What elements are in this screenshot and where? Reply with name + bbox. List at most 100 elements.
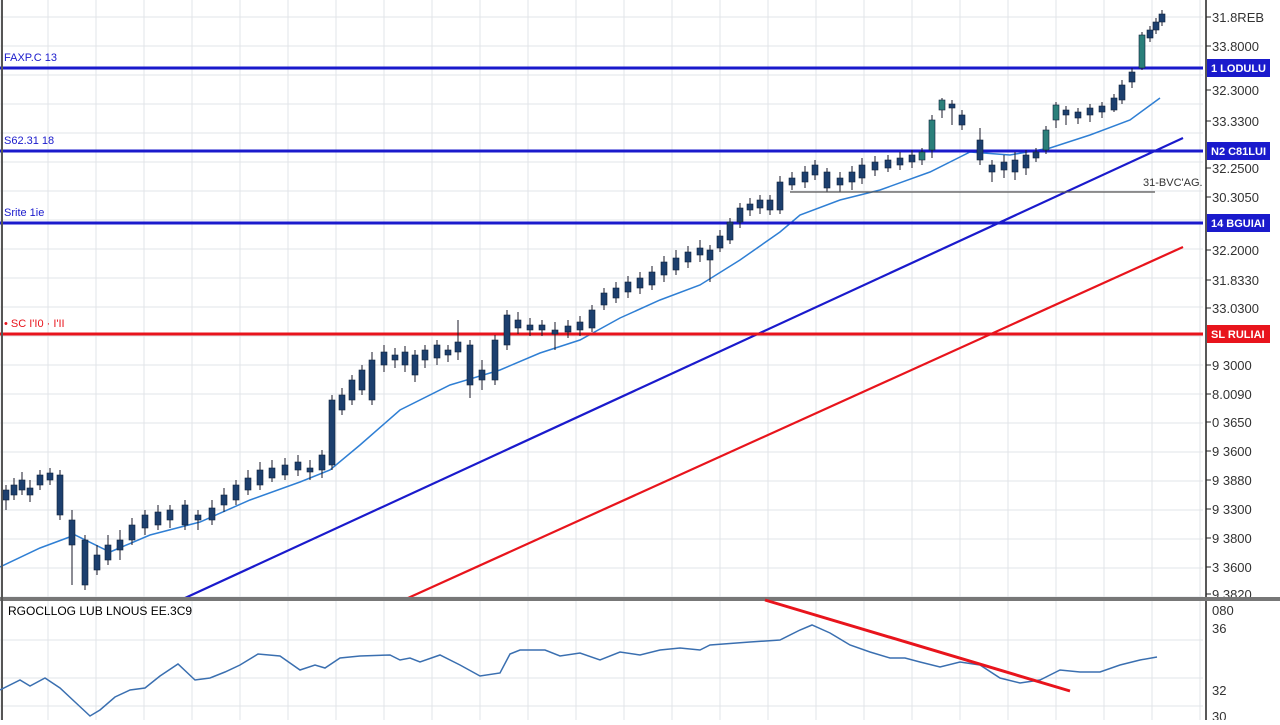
candle-body	[56, 474, 64, 516]
support-price-tag[interactable]	[1207, 325, 1270, 343]
candle-body	[244, 477, 252, 491]
candle-body	[938, 99, 946, 111]
candle-body	[306, 467, 314, 473]
candle-body	[624, 281, 632, 293]
candle-body	[636, 277, 644, 289]
candle-body	[380, 351, 388, 366]
candle-body	[1062, 109, 1070, 116]
candle-body	[391, 354, 399, 361]
candle-body	[1110, 97, 1118, 111]
candle-body	[726, 221, 734, 241]
candle-body	[10, 484, 18, 496]
candle-body	[551, 329, 559, 335]
candle-body	[538, 324, 546, 331]
candle-body	[1022, 154, 1030, 169]
resistance-1-label: Srite 1ie	[4, 207, 44, 219]
candle-body	[36, 474, 44, 486]
candle-body	[338, 394, 346, 411]
candle-body	[194, 514, 202, 521]
resistance-1-price-tag[interactable]	[1207, 214, 1270, 232]
candle-body	[268, 467, 276, 479]
candle-body	[928, 119, 936, 151]
candle-body	[18, 479, 26, 491]
candle-body	[1158, 13, 1166, 23]
candle-body	[1074, 111, 1082, 119]
candle-body	[166, 509, 174, 521]
candle-body	[716, 235, 724, 249]
candle-body	[421, 349, 429, 361]
candle-body	[232, 484, 240, 501]
price-axis-label: 9 3000	[1212, 358, 1252, 373]
candle-body	[1042, 129, 1050, 151]
candle-body	[756, 199, 764, 209]
oscillator-trendline[interactable]	[764, 598, 1071, 693]
candle-body	[141, 514, 149, 529]
price-axis-label: 8.0090	[1212, 387, 1252, 402]
candle-body	[348, 379, 356, 401]
resistance-2-label: S62.31 18	[4, 135, 54, 147]
candle-body	[1128, 71, 1136, 83]
annotation-label: 31-BVC'AG.	[1143, 177, 1203, 189]
candle-body	[858, 164, 866, 179]
candle-body	[1152, 21, 1160, 31]
candle-body	[281, 464, 289, 476]
price-axis-label: 0 3650	[1212, 415, 1252, 430]
candle-body	[1086, 107, 1094, 116]
candle-body	[801, 171, 809, 183]
candle-body	[672, 257, 680, 271]
resistance-2-price-text: N2 C81LUI	[1211, 146, 1266, 158]
price-axis-label: 3 3600	[1212, 560, 1252, 575]
candle-body	[736, 207, 744, 223]
candle-body	[918, 151, 926, 161]
candle-body	[503, 314, 511, 346]
price-axis-label: 31.8REB	[1212, 10, 1264, 25]
candle-body	[788, 177, 796, 186]
price-axis-label: 33.3300	[1212, 114, 1259, 129]
candle-body	[848, 171, 856, 183]
candle-body	[1011, 159, 1019, 173]
candle-body	[696, 247, 704, 256]
candle-body	[823, 171, 831, 189]
candle-body	[411, 354, 419, 376]
blue-trendline[interactable]	[184, 137, 1184, 599]
candle-body	[328, 399, 336, 466]
candle-body	[766, 199, 774, 211]
horizontal-levels[interactable]: FAXP.C 13 1 LODULU S62.31 18 N2 C81LUI Srite…	[0, 52, 1270, 343]
candle-body	[1098, 105, 1106, 113]
candle-body	[958, 114, 966, 126]
candle-body	[104, 544, 112, 561]
candle-body	[181, 504, 189, 526]
price-axis-label: 9 3880	[1212, 473, 1252, 488]
candle-body	[2, 489, 10, 501]
price-axis-label: 9 3300	[1212, 502, 1252, 517]
candle-body	[444, 349, 452, 356]
oscillator-axis-label: 30	[1212, 709, 1226, 720]
resistance-1-price-text: 14 BGUIAI	[1211, 218, 1265, 230]
candle-body	[660, 261, 668, 276]
candle-body	[588, 309, 596, 329]
candle-body	[318, 454, 326, 471]
trendlines[interactable]	[184, 137, 1184, 600]
red-trendline[interactable]	[407, 245, 1184, 600]
candle-body	[988, 164, 996, 173]
resistance-2-price-tag[interactable]	[1207, 142, 1270, 160]
panel-divider[interactable]	[0, 597, 1280, 601]
support-label: • SC I'I0 · I'II	[4, 318, 65, 330]
candle-body	[526, 324, 534, 331]
price-axis-label: 9 3800	[1212, 531, 1252, 546]
candle-body	[908, 154, 916, 163]
price-axis-label: 33.0300	[1212, 301, 1259, 316]
candle-body	[454, 341, 462, 353]
resistance-3-price-tag[interactable]	[1207, 59, 1270, 77]
candle-body	[68, 519, 76, 546]
candle-body	[294, 461, 302, 471]
price-axis-label: 32.2000	[1212, 243, 1259, 258]
candle-body	[836, 177, 844, 186]
oscillator-axis-label: 32	[1212, 683, 1226, 698]
indicator-title: RGOCLLOG LUB LNOUS EE.3C9	[8, 604, 193, 618]
price-axis-label: 33.8000	[1212, 39, 1259, 54]
annotation: 31-BVC'AG.	[790, 177, 1203, 193]
candle-body	[220, 494, 228, 506]
